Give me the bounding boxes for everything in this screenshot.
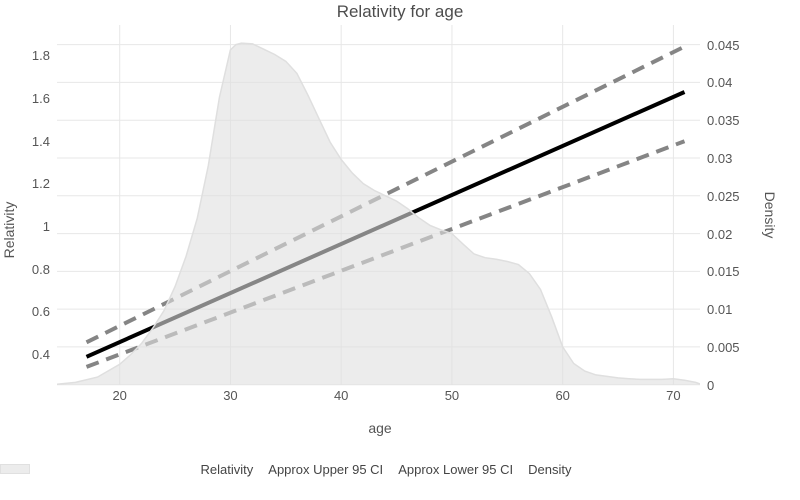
y-right-tick: 0.045	[707, 37, 740, 53]
density-area	[57, 43, 700, 385]
y-axis-left-title: Relativity	[1, 201, 17, 259]
y-left-tick: 1.6	[31, 90, 50, 106]
x-tick: 40	[333, 388, 349, 403]
legend-label: Relativity	[200, 462, 254, 477]
x-axis-title: age	[368, 420, 392, 436]
x-tick: 20	[112, 388, 127, 403]
y-right-tick: 0.005	[707, 339, 740, 355]
y-right-tick: 0.01	[707, 302, 733, 318]
legend-item-approx-upper-95-ci[interactable]: Approx Upper 95 CI	[0, 462, 384, 477]
x-tick: 70	[666, 388, 681, 403]
y-left-tick: 1.4	[31, 133, 50, 149]
y-right-tick: 0.02	[707, 226, 733, 242]
x-tick: 30	[223, 388, 238, 403]
y-right-tick: 0.025	[707, 188, 740, 204]
y-right-tick: 0.04	[707, 75, 733, 91]
legend-item-density[interactable]: Density	[0, 462, 572, 477]
legend-label: Approx Lower 95 CI	[398, 462, 514, 477]
y-right-tick: 0.03	[707, 150, 733, 166]
y-right-tick: 0.015	[707, 264, 740, 280]
legend-area-sample-icon	[0, 464, 30, 474]
legend: Relativity Approx Upper 95 CI Approx Lower…	[0, 462, 772, 477]
y-right-tick: 0	[707, 377, 715, 393]
y-left-tick: 0.6	[31, 304, 50, 320]
y-right-tick: 0.035	[707, 113, 740, 129]
x-tick: 50	[444, 388, 460, 403]
legend-label: Density	[528, 462, 572, 477]
chart-title: Relativity for age	[336, 2, 464, 21]
legend-item-approx-lower-95-ci[interactable]: Approx Lower 95 CI	[0, 462, 514, 477]
y-left-tick: 0.4	[31, 347, 50, 363]
y-left-tick: 0.8	[31, 261, 50, 277]
y-left-tick: 1.8	[31, 48, 50, 64]
y-left-tick: 1	[42, 218, 50, 234]
legend-label: Approx Upper 95 CI	[268, 462, 384, 477]
legend-item-relativity[interactable]: Relativity	[0, 462, 254, 477]
y-left-tick: 1.2	[31, 176, 50, 192]
y-axis-right-title: Density	[762, 191, 778, 239]
x-tick: 60	[555, 388, 570, 403]
density-outline	[57, 42, 700, 386]
